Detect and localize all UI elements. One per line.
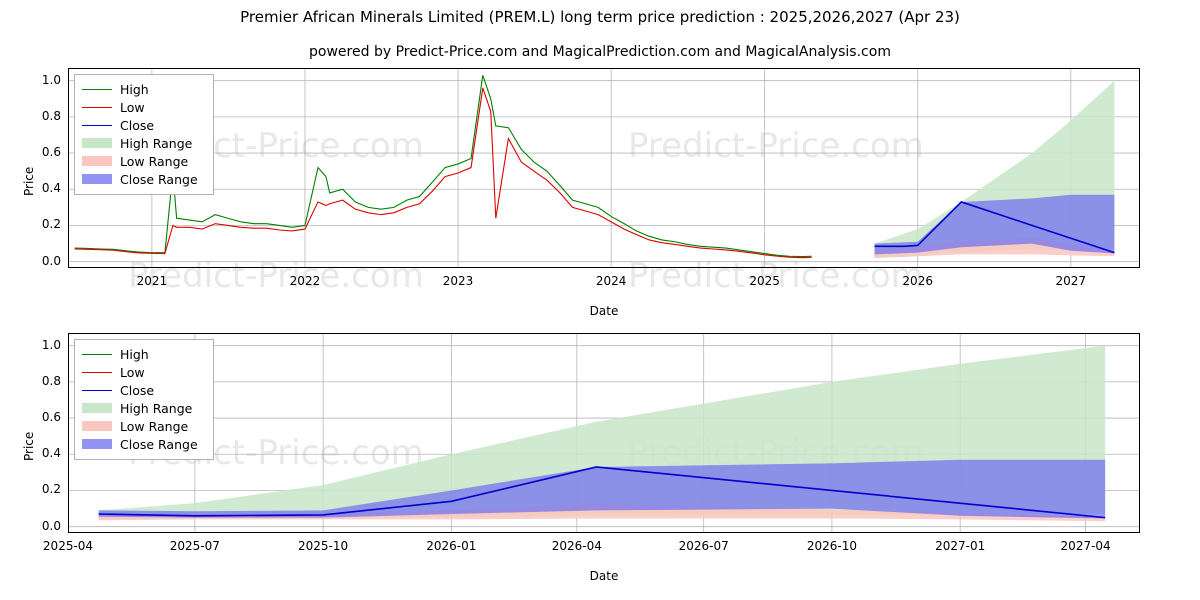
top-legend-label: Close Range xyxy=(120,171,198,187)
top-legend-swatch xyxy=(82,155,112,167)
y-tick-label: 0.6 xyxy=(41,410,61,425)
y-tick-label: 0.2 xyxy=(41,482,61,497)
top-legend-item: High xyxy=(82,80,205,98)
top-legend-swatch xyxy=(82,101,112,113)
x-tick-label: 2022 xyxy=(289,274,321,288)
bottom-legend-mark xyxy=(82,354,112,355)
bottom-legend-swatch xyxy=(82,438,112,450)
bottom-legend: High Low Close High Range Low Range Close Ran… xyxy=(74,339,214,460)
top-legend-item: Close Range xyxy=(82,170,205,188)
top-legend-swatch xyxy=(82,83,112,95)
top-legend-swatch xyxy=(82,173,112,185)
top-legend-label: Low xyxy=(120,99,145,115)
bottom-legend-swatch xyxy=(82,366,112,378)
top-legend-mark xyxy=(82,107,112,108)
bottom-legend-item: Close xyxy=(82,381,205,399)
bottom-legend-label: High Range xyxy=(120,400,193,416)
top-x-axis-label: Date xyxy=(589,304,619,318)
bottom-legend-mark xyxy=(82,421,112,431)
bottom-legend-item: Low xyxy=(82,363,205,381)
x-tick-label: 2026-04 xyxy=(551,539,602,553)
bottom-legend-swatch xyxy=(82,420,112,432)
bottom-legend-mark xyxy=(82,403,112,413)
y-tick-label: 0.8 xyxy=(41,108,61,123)
bottom-x-axis-label: Date xyxy=(589,569,619,583)
x-tick-label: 2025 xyxy=(749,274,780,288)
top-legend-item: Low Range xyxy=(82,152,205,170)
bottom-plot-frame xyxy=(68,333,1140,533)
top-legend-item: Close xyxy=(82,116,205,134)
top-legend-mark xyxy=(82,125,112,126)
bottom-legend-swatch xyxy=(82,384,112,396)
bottom-y-axis-label: Price xyxy=(22,431,36,461)
bottom-legend-item: Close Range xyxy=(82,435,205,453)
top-legend-label: Low Range xyxy=(120,153,189,169)
y-tick-label: 0.4 xyxy=(41,181,61,196)
top-chart-canvas xyxy=(68,68,1140,268)
x-tick-label: 2024 xyxy=(595,274,627,288)
y-tick-label: 1.0 xyxy=(41,337,61,352)
top-legend-label: High Range xyxy=(120,135,193,151)
top-legend-mark xyxy=(82,174,112,184)
top-legend-mark xyxy=(82,156,112,166)
y-tick-label: 0.4 xyxy=(41,446,61,461)
top-plot-frame xyxy=(68,68,1140,268)
bottom-legend-label: High xyxy=(120,346,149,362)
y-tick-label: 0.6 xyxy=(41,145,61,160)
x-tick-label: 2026 xyxy=(902,274,933,288)
bottom-legend-mark xyxy=(82,372,112,373)
top-legend-mark xyxy=(82,138,112,148)
x-tick-label: 2021 xyxy=(136,274,168,288)
y-tick-label: 0.8 xyxy=(41,373,61,388)
bottom-legend-item: Low Range xyxy=(82,417,205,435)
top-legend: High Low Close High Range Low Range Close Ran… xyxy=(74,74,214,195)
y-tick-label: 1.0 xyxy=(41,72,61,87)
bottom-legend-mark xyxy=(82,439,112,449)
x-tick-label: 2027-04 xyxy=(1060,539,1111,553)
bottom-legend-label: Low xyxy=(120,364,145,380)
top-legend-swatch xyxy=(82,137,112,149)
x-tick-label: 2025-07 xyxy=(169,539,220,553)
top-legend-label: High xyxy=(120,81,149,97)
bottom-legend-label: Close Range xyxy=(120,436,198,452)
x-tick-label: 2026-01 xyxy=(426,539,477,553)
chart-subtitle: powered by Predict-Price.com and Magical… xyxy=(309,44,891,60)
y-tick-label: 0.0 xyxy=(41,253,61,268)
top-legend-label: Close xyxy=(120,117,155,133)
bottom-legend-mark xyxy=(82,390,112,391)
bottom-legend-label: Close xyxy=(120,382,155,398)
y-tick-label: 0.0 xyxy=(41,518,61,533)
x-tick-label: 2025-10 xyxy=(298,539,349,553)
bottom-legend-item: High Range xyxy=(82,399,205,417)
x-tick-label: 2027-01 xyxy=(935,539,986,553)
top-y-axis-label: Price xyxy=(22,166,36,196)
top-legend-item: Low xyxy=(82,98,205,116)
x-tick-label: 2026-10 xyxy=(806,539,857,553)
chart-title: Premier African Minerals Limited (PREM.L… xyxy=(240,8,960,26)
top-legend-mark xyxy=(82,89,112,90)
top-legend-swatch xyxy=(82,119,112,131)
bottom-chart-canvas xyxy=(68,333,1140,533)
bottom-legend-swatch xyxy=(82,348,112,360)
x-tick-label: 2026-07 xyxy=(678,539,729,553)
x-tick-label: 2023 xyxy=(442,274,474,288)
top-legend-item: High Range xyxy=(82,134,205,152)
bottom-chart-panel: Predict-Price.com Predict-Price.com xyxy=(68,333,1140,533)
bottom-legend-label: Low Range xyxy=(120,418,189,434)
x-tick-label: 2027 xyxy=(1055,274,1087,288)
top-chart-panel: Predict-Price.com Predict-Price.com Pred… xyxy=(68,68,1140,296)
x-tick-label: 2025-04 xyxy=(42,539,94,553)
y-tick-label: 0.2 xyxy=(41,217,61,232)
bottom-legend-swatch xyxy=(82,402,112,414)
bottom-legend-item: High xyxy=(82,345,205,363)
